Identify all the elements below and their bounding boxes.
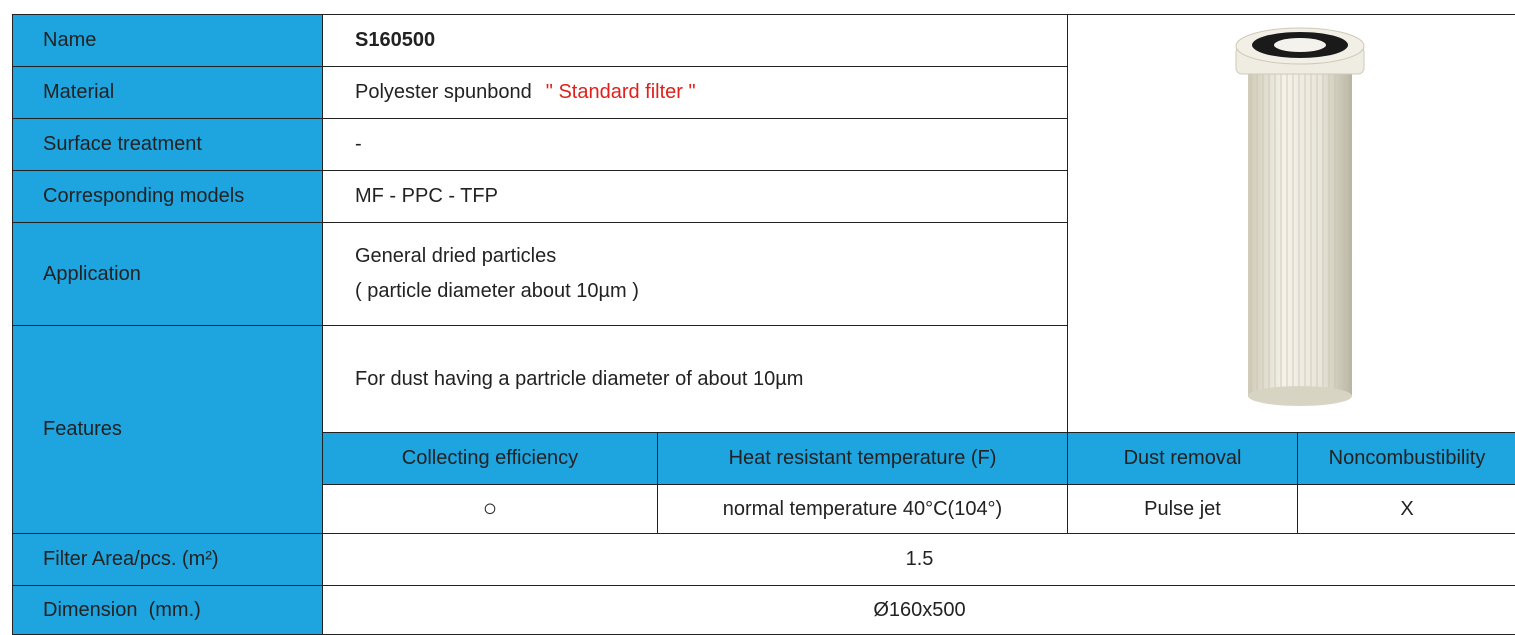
row-label: Application xyxy=(12,222,323,326)
row-value: Polyester spunbond xyxy=(355,81,532,104)
row-value-cell: Polyester spunbond " Standard filter " xyxy=(322,66,1068,119)
feature-value: normal temperature 40°C(104°) xyxy=(657,484,1068,534)
row-label: Features xyxy=(12,325,323,534)
feature-header: Collecting efficiency xyxy=(322,432,658,485)
row-note: " Standard filter " xyxy=(546,81,696,104)
row-label: Material xyxy=(12,66,323,119)
feature-header: Heat resistant temperature (F) xyxy=(657,432,1068,485)
spec-sheet: Name Material Surface treatment Correspo… xyxy=(0,0,1515,630)
row-label: Surface treatment xyxy=(12,118,323,171)
row-value: 1.5 xyxy=(322,533,1515,586)
feature-header: Dust removal xyxy=(1067,432,1298,485)
row-value: ( particle diameter about 10µm ) xyxy=(355,280,639,303)
feature-value: ○ xyxy=(322,484,658,534)
feature-value: Pulse jet xyxy=(1067,484,1298,534)
row-value: MF - PPC - TFP xyxy=(322,170,1068,223)
row-value: - xyxy=(322,118,1068,171)
row-value: General dried particles xyxy=(355,245,556,268)
feature-value: X xyxy=(1297,484,1515,534)
row-value: Ø160x500 xyxy=(322,585,1515,635)
row-label: Name xyxy=(12,14,323,67)
row-value: For dust having a partricle diameter of … xyxy=(322,325,1068,433)
image-cell xyxy=(1067,14,1515,433)
row-label: Filter Area/pcs. (m²) xyxy=(12,533,323,586)
row-label: Corresponding models xyxy=(12,170,323,223)
row-label: Dimension (mm.) xyxy=(12,585,323,635)
row-value: S160500 xyxy=(322,14,1068,67)
filter-image xyxy=(1068,16,1515,432)
row-value-cell: General dried particles ( particle diame… xyxy=(322,222,1068,326)
feature-header: Noncombustibility xyxy=(1297,432,1515,485)
